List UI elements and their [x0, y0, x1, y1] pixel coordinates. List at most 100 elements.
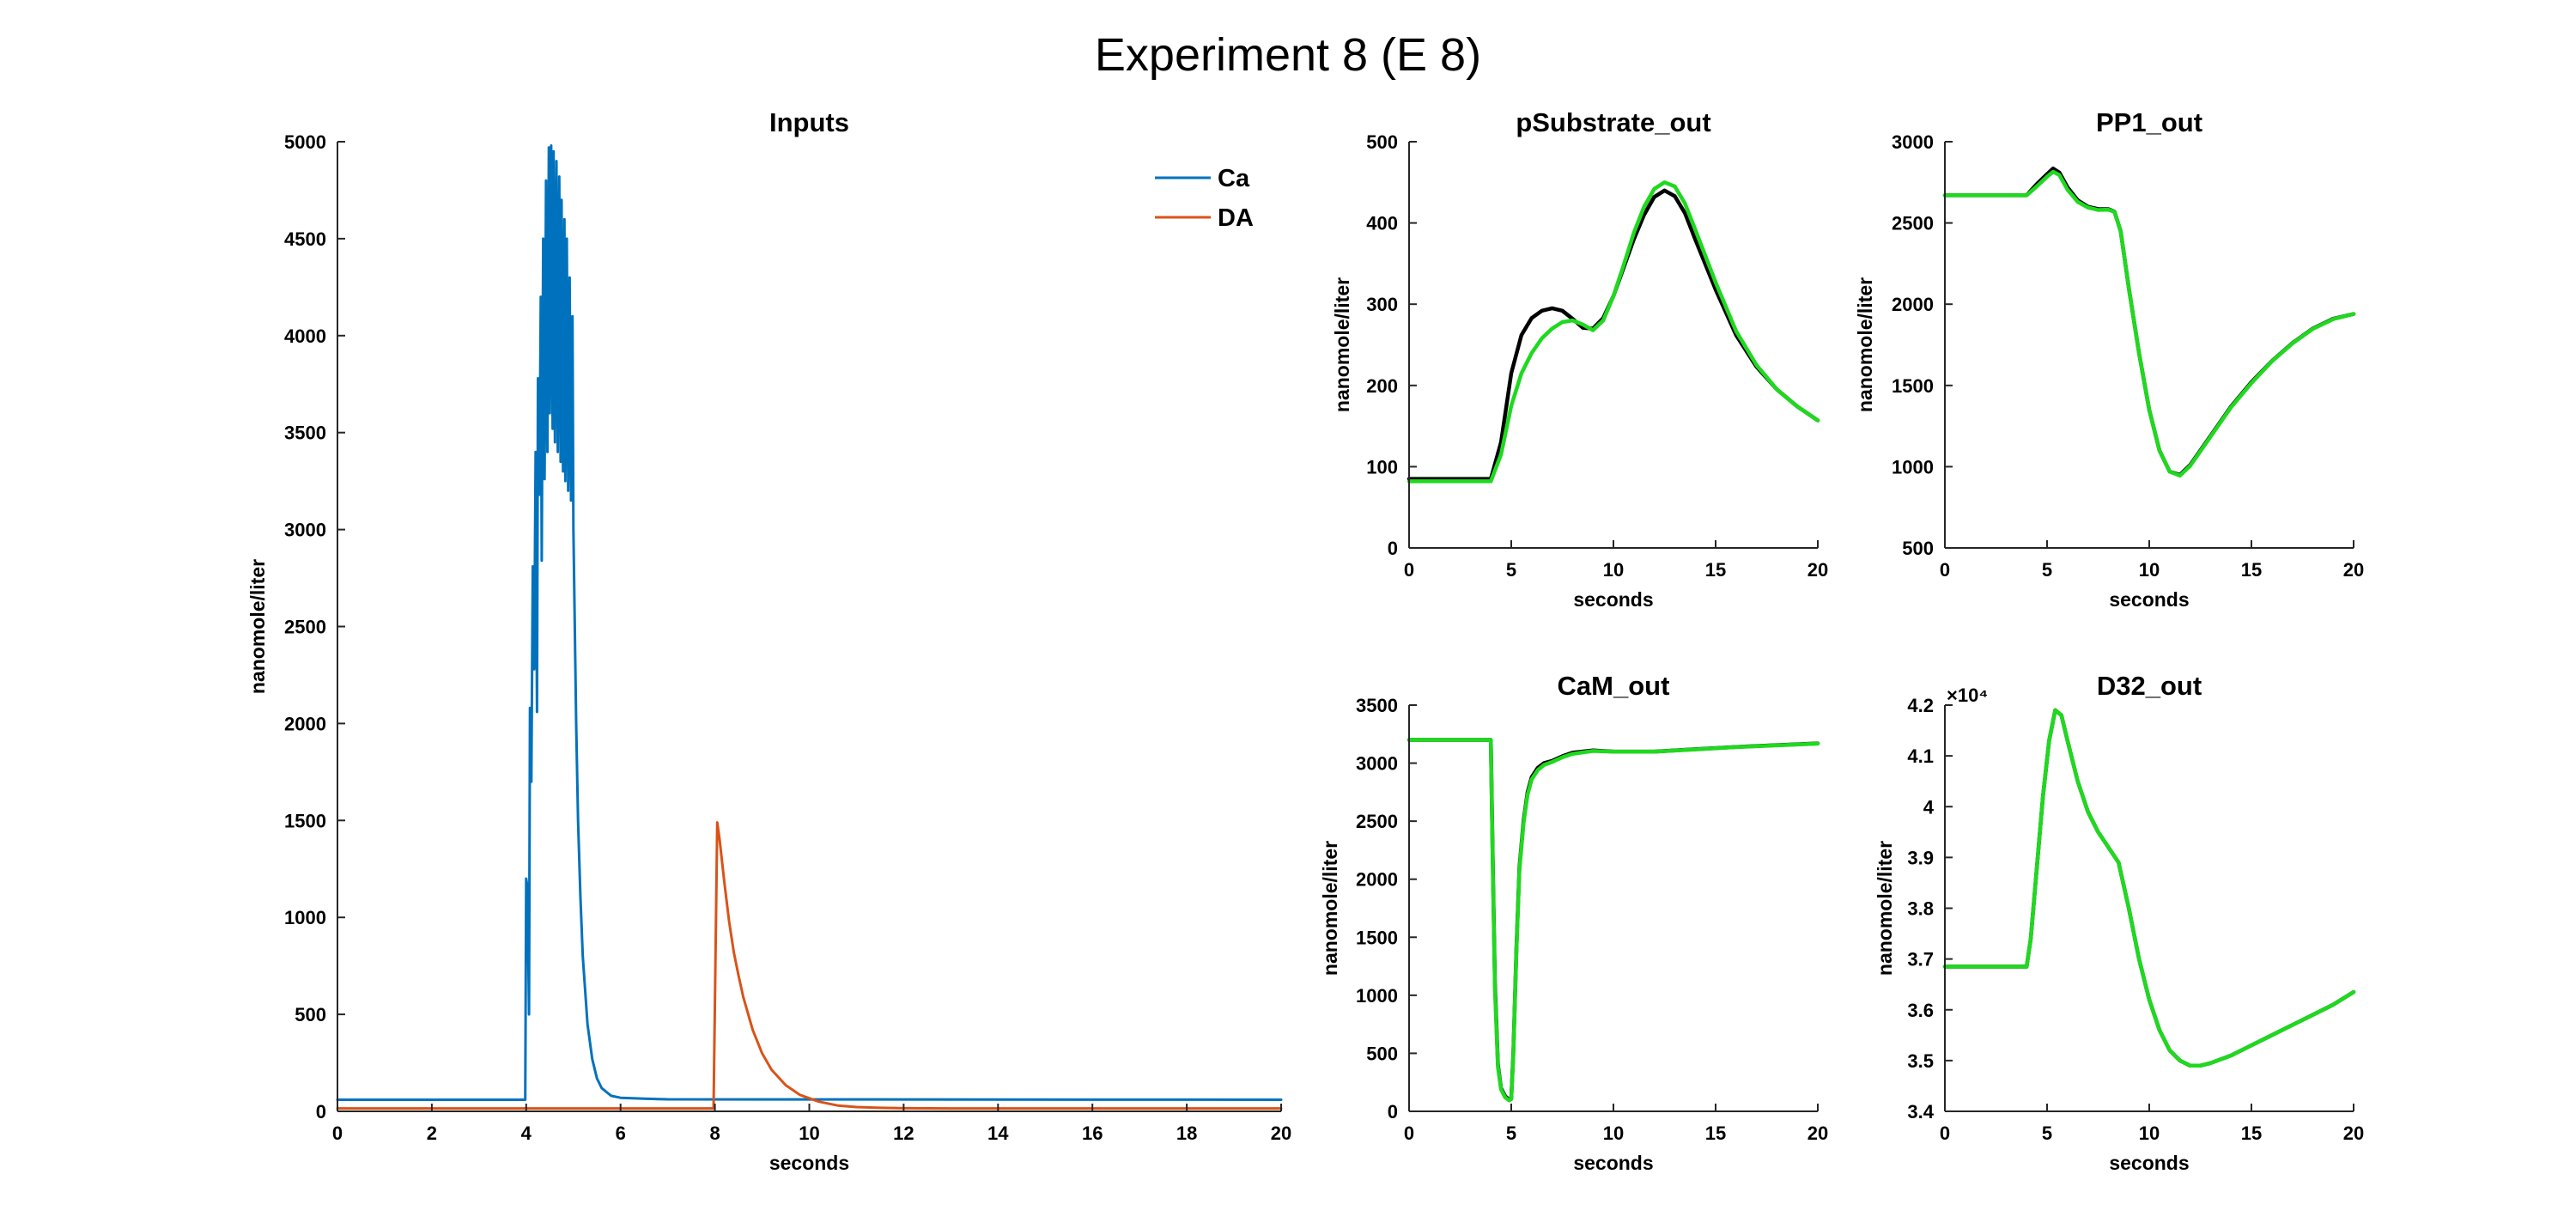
- x-axis-label: seconds: [1573, 1152, 1653, 1174]
- x-tick-label: 10: [799, 1123, 819, 1144]
- x-tick-label: 8: [709, 1123, 720, 1144]
- x-axis-label: seconds: [2109, 588, 2189, 611]
- series-line-data: [1942, 169, 2356, 478]
- x-tick-label: 0: [1404, 559, 1414, 581]
- x-tick-label: 15: [2241, 559, 2262, 581]
- x-axis-label: seconds: [2109, 1152, 2189, 1174]
- x-tick-label: 5: [2042, 1123, 2052, 1144]
- chart-pp1: PP1_out 0 5 10 15 20 500 1000 1500 2000 2500 3000 se…: [1854, 107, 2364, 611]
- x-tick-label: 10: [2139, 1123, 2160, 1144]
- y-tick-label: 3000: [1356, 753, 1398, 775]
- y-axis-label: nanomole/liter: [1331, 277, 1353, 412]
- x-tick-label: 5: [1506, 1123, 1516, 1144]
- y-tick-label: 4000: [284, 326, 326, 347]
- y-tick-label: 3.4: [1907, 1101, 1934, 1123]
- y-tick-label: 4: [1923, 796, 1935, 818]
- y-tick-label: 400: [1366, 213, 1398, 234]
- y-tick-label: 1000: [1356, 985, 1398, 1007]
- y-tick-label: 2500: [1892, 213, 1934, 234]
- axes-title: CaM_out: [1558, 671, 1670, 701]
- x-tick-label: 0: [1940, 559, 1950, 581]
- y-tick-label: 200: [1366, 375, 1398, 397]
- series-line-data: [1406, 180, 1820, 484]
- x-tick-label: 10: [1603, 1123, 1624, 1144]
- y-axis-label: nanomole/liter: [1874, 841, 1896, 976]
- figure-title: Experiment 8 (E 8): [1095, 29, 1481, 81]
- y-tick-label: 1500: [1356, 927, 1398, 948]
- y-exponent-label: ×10⁴: [1947, 684, 1988, 706]
- y-tick-label: 0: [1388, 538, 1398, 559]
- y-tick-label: 2500: [1356, 811, 1398, 832]
- y-tick-label: 5000: [284, 131, 326, 153]
- y-tick-label: 3.9: [1907, 847, 1934, 868]
- x-tick-label: 10: [1603, 559, 1624, 581]
- x-tick-label: 15: [1705, 1123, 1726, 1144]
- y-tick-label: 1000: [1892, 456, 1934, 478]
- series-line-ca: [336, 144, 1283, 1101]
- y-axis-label: nanomole/liter: [1319, 841, 1341, 976]
- x-tick-label: 14: [987, 1123, 1009, 1144]
- y-tick-label: 2500: [284, 617, 326, 638]
- x-tick-label: 15: [1705, 559, 1726, 581]
- axes-title: PP1_out: [2096, 107, 2202, 137]
- y-tick-label: 2000: [1356, 869, 1398, 891]
- y-axis-label: nanomole/liter: [246, 559, 269, 694]
- y-tick-label: 1500: [284, 810, 326, 831]
- x-tick-label: 5: [1506, 559, 1516, 581]
- y-tick-label: 3.5: [1907, 1050, 1934, 1072]
- chart-inputs: Inputs 0 2 4 6 8 10 12 14 16 18 20 0 500 1000 1500 2000 2…: [246, 107, 1291, 1174]
- x-tick-label: 20: [1807, 559, 1828, 581]
- y-tick-label: 100: [1366, 456, 1398, 478]
- y-tick-label: 300: [1366, 294, 1398, 315]
- axes-title: D32_out: [2097, 671, 2202, 701]
- y-tick-label: 3500: [284, 423, 326, 444]
- y-tick-label: 500: [1366, 1043, 1398, 1064]
- x-tick-label: 5: [2042, 559, 2052, 581]
- x-tick-label: 2: [427, 1123, 437, 1144]
- x-tick-label: 0: [332, 1123, 343, 1144]
- legend-label-ca: Ca: [1218, 165, 1250, 192]
- x-tick-label: 20: [1807, 1123, 1828, 1144]
- y-axis-label: nanomole/liter: [1854, 277, 1876, 412]
- axes-title: pSubstrate_out: [1516, 107, 1710, 137]
- y-tick-label: 3000: [1892, 131, 1934, 153]
- y-tick-label: 2000: [284, 713, 326, 734]
- series-line-data: [1942, 708, 2356, 1068]
- x-tick-label: 6: [616, 1123, 626, 1144]
- y-tick-label: 4.1: [1907, 745, 1934, 767]
- x-axis-label: seconds: [769, 1152, 849, 1174]
- x-tick-label: 18: [1176, 1123, 1197, 1144]
- series-line-data: [1406, 738, 1820, 1103]
- x-tick-label: 16: [1082, 1123, 1103, 1144]
- legend: Ca DA: [1155, 165, 1254, 232]
- series-line-da: [336, 821, 1283, 1110]
- y-tick-label: 4500: [284, 228, 326, 250]
- x-tick-label: 20: [2343, 1123, 2364, 1144]
- y-tick-label: 0: [1388, 1101, 1398, 1123]
- y-tick-label: 4.2: [1907, 695, 1934, 716]
- y-tick-label: 1500: [1892, 375, 1934, 397]
- y-tick-label: 500: [1902, 538, 1934, 559]
- y-tick-label: 500: [1366, 131, 1398, 153]
- y-tick-label: 3000: [284, 520, 326, 541]
- x-tick-label: 12: [893, 1123, 914, 1144]
- y-tick-label: 3.6: [1907, 1000, 1934, 1021]
- legend-label-da: DA: [1218, 204, 1254, 232]
- chart-d32: D32_out 0 5 10 15 20 3.4 3.5 3.6 3.7 3.8 3.9 4 4.1 4.2…: [1874, 671, 2364, 1174]
- x-axis-label: seconds: [1573, 588, 1653, 611]
- x-tick-label: 15: [2241, 1123, 2262, 1144]
- x-tick-label: 20: [1271, 1123, 1291, 1144]
- y-tick-label: 0: [316, 1101, 326, 1123]
- y-tick-label: 3500: [1356, 695, 1398, 716]
- x-tick-label: 10: [2139, 559, 2160, 581]
- y-tick-label: 500: [295, 1004, 326, 1025]
- x-tick-label: 0: [1404, 1123, 1414, 1144]
- x-tick-label: 4: [521, 1123, 532, 1144]
- y-tick-label: 3.8: [1907, 898, 1934, 920]
- x-tick-label: 0: [1940, 1123, 1950, 1144]
- x-tick-label: 20: [2343, 559, 2364, 581]
